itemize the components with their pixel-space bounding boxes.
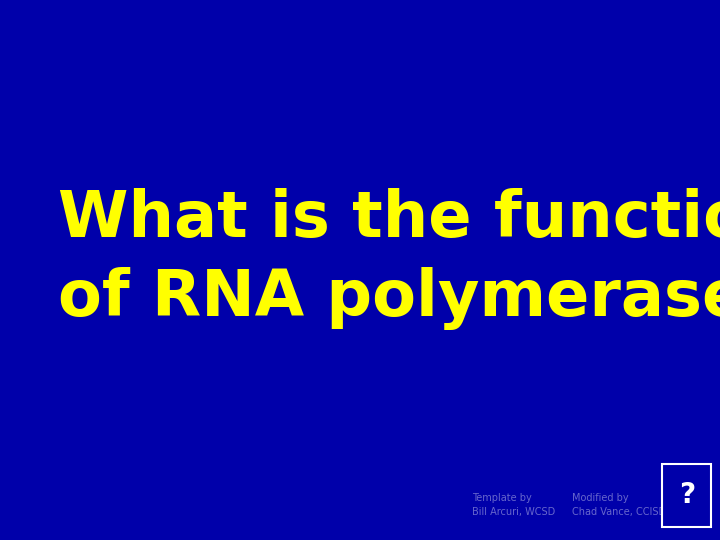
Text: Modified by
Chad Vance, CCISD: Modified by Chad Vance, CCISD (572, 494, 667, 516)
Text: Template by
Bill Arcuri, WCSD: Template by Bill Arcuri, WCSD (472, 494, 555, 516)
FancyBboxPatch shape (662, 464, 711, 526)
Text: What is the function
of RNA polymerase?: What is the function of RNA polymerase? (58, 188, 720, 330)
Text: ?: ? (679, 482, 695, 509)
